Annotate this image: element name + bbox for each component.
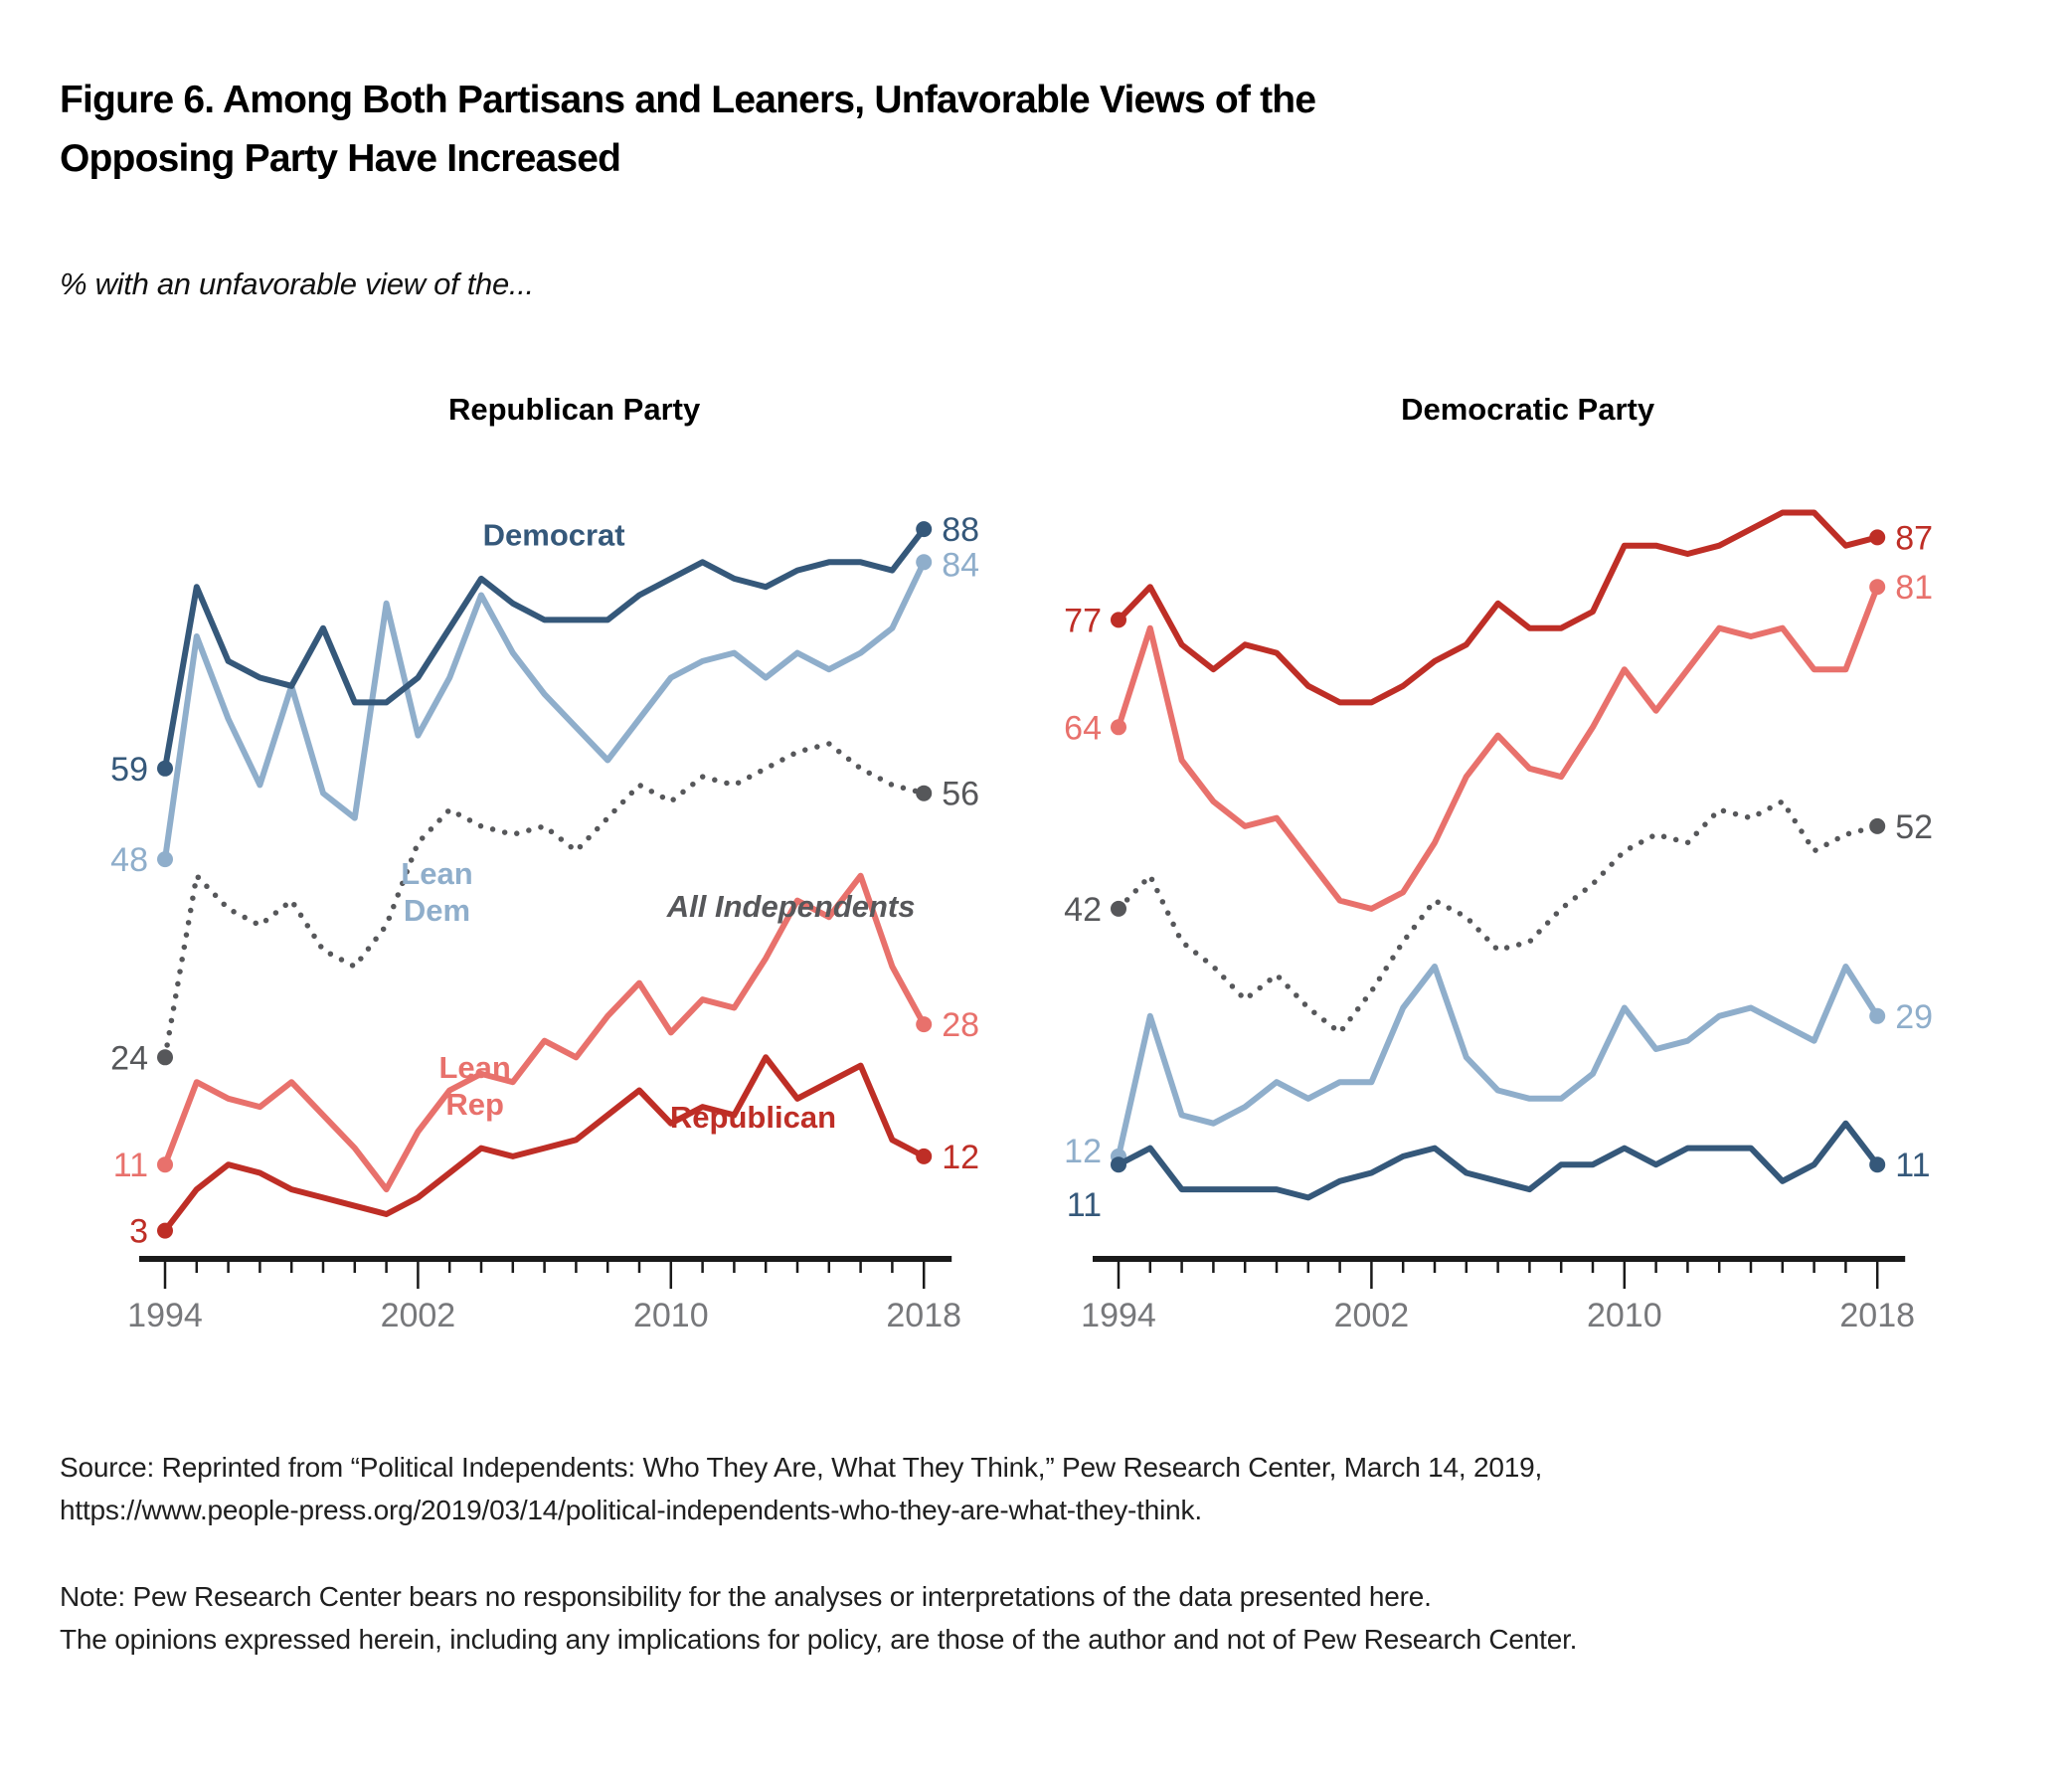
series-line-leandem — [162, 559, 928, 863]
panel-title: Republican Party — [448, 392, 701, 427]
endpoint-dot-end-ind — [1869, 817, 1886, 834]
value-label-end-leanrep: 28 — [942, 1006, 979, 1044]
series-label-lean: Lean — [438, 1050, 510, 1085]
value-label-start-dem: 11 — [1067, 1186, 1102, 1224]
source-line-2: https://www.people-press.org/2019/03/14/… — [60, 1494, 1202, 1525]
axis-year-label-2018: 2018 — [1839, 1297, 1915, 1334]
value-label-end-leandem: 29 — [1895, 998, 1933, 1036]
axis-year-label-1994: 1994 — [127, 1297, 203, 1334]
series-label-republican: Republican — [670, 1100, 836, 1135]
endpoint-dot-start-leandem — [157, 851, 173, 868]
endpoint-dot-end-leandem — [916, 554, 933, 571]
axis-year-label-1994: 1994 — [1081, 1297, 1156, 1334]
note-line-1: Note: Pew Research Center bears no respo… — [60, 1581, 1432, 1612]
value-label-end-rep: 12 — [942, 1139, 979, 1176]
endpoint-dot-end-dem — [1869, 1156, 1886, 1173]
value-label-start-leanrep: 11 — [113, 1147, 148, 1184]
series-label-all-independents: All Independents — [666, 889, 916, 924]
figure-title-line-1: Figure 6. Among Both Partisans and Leane… — [60, 79, 1316, 121]
series-line-leanrep — [1116, 584, 1881, 912]
endpoint-dot-start-ind — [157, 1049, 173, 1066]
value-label-start-dem: 59 — [110, 751, 148, 789]
panel-title: Democratic Party — [1401, 392, 1655, 427]
series-line-rep — [1116, 509, 1881, 706]
endpoint-dot-end-ind — [916, 785, 933, 801]
value-label-end-ind: 52 — [1895, 808, 1933, 846]
series-line-dem — [1116, 1120, 1881, 1201]
series-label-lean: Lean — [401, 856, 472, 891]
figure-title-line-2: Opposing Party Have Increased — [60, 136, 621, 180]
endpoint-dot-start-ind — [1111, 900, 1126, 917]
endpoint-dot-end-rep — [916, 1148, 933, 1164]
endpoint-dot-end-leanrep — [916, 1016, 933, 1033]
endpoint-dot-end-leanrep — [1869, 579, 1886, 596]
note-line-2: The opinions expressed herein, including… — [60, 1623, 1578, 1655]
value-label-start-leandem: 48 — [110, 841, 148, 879]
endpoint-dot-start-rep — [1111, 612, 1126, 628]
value-label-end-leandem: 84 — [942, 546, 979, 584]
axis-year-label-2002: 2002 — [1334, 1297, 1410, 1334]
series-line-rep — [162, 1054, 928, 1234]
axis-year-label-2002: 2002 — [381, 1297, 456, 1334]
axis-year-label-2010: 2010 — [1587, 1297, 1662, 1334]
series-line-dem — [162, 526, 928, 772]
source-text: Source: Reprinted from “Political Indepe… — [60, 1447, 1542, 1531]
series-line-leanrep — [162, 872, 928, 1193]
endpoint-dot-start-leanrep — [1111, 719, 1126, 736]
value-label-start-rep: 3 — [129, 1213, 148, 1251]
endpoint-dot-end-leandem — [1869, 1007, 1886, 1024]
republican-party-chart: Republican Party 1994 2002 2010 2018 24 56 48 84… — [110, 392, 979, 1334]
value-label-end-ind: 56 — [942, 776, 979, 813]
series-label-rep: Rep — [445, 1087, 504, 1122]
source-line-1: Source: Reprinted from “Political Indepe… — [60, 1452, 1543, 1483]
value-label-end-dem: 88 — [942, 511, 979, 549]
value-label-start-leandem: 12 — [1064, 1133, 1102, 1170]
democratic-party-chart: Democratic Party 1994 2002 2010 2018 42 52 12 29… — [1064, 392, 1933, 1334]
value-label-start-rep: 77 — [1064, 602, 1102, 639]
value-label-end-dem: 11 — [1895, 1147, 1930, 1184]
series-label-dem: Dem — [404, 893, 470, 928]
series-line-ind — [1116, 798, 1880, 1036]
axis-year-label-2010: 2010 — [633, 1297, 709, 1334]
endpoint-dot-start-dem — [157, 760, 173, 777]
endpoint-dot-start-dem — [1111, 1156, 1126, 1173]
value-label-start-ind: 24 — [110, 1039, 148, 1077]
endpoint-dot-end-rep — [1869, 529, 1886, 546]
endpoint-dot-start-rep — [157, 1222, 173, 1239]
note-text: Note: Pew Research Center bears no respo… — [60, 1576, 1577, 1661]
series-line-leandem — [1116, 964, 1881, 1159]
value-label-end-rep: 87 — [1895, 519, 1933, 557]
endpoint-dot-end-dem — [916, 521, 933, 538]
axis-year-label-2018: 2018 — [886, 1297, 961, 1334]
figure-title: Figure 6. Among Both Partisans and Leane… — [60, 72, 1316, 188]
series-label-democrat: Democrat — [483, 518, 625, 553]
endpoint-dot-start-leanrep — [157, 1156, 173, 1173]
value-label-start-ind: 42 — [1064, 891, 1102, 929]
figure-subtitle: % with an unfavorable view of the... — [60, 266, 534, 301]
value-label-start-leanrep: 64 — [1064, 709, 1102, 747]
value-label-end-leanrep: 81 — [1895, 569, 1933, 607]
